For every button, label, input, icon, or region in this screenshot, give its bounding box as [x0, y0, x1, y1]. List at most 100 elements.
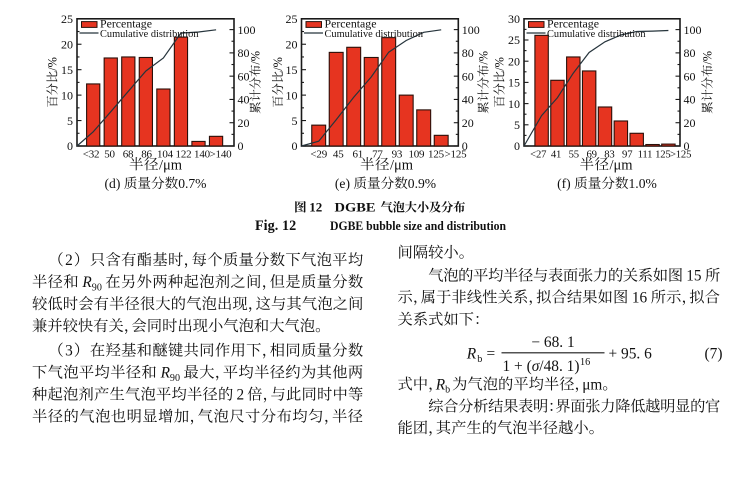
svg-text:80: 80: [684, 46, 696, 60]
svg-text:45: 45: [333, 149, 344, 161]
svg-text:5: 5: [292, 114, 298, 128]
svg-text:/μm: /μm: [390, 157, 414, 173]
svg-text:%: %: [271, 57, 285, 67]
svg-text:/: /: [271, 67, 285, 71]
svg-text:61: 61: [352, 149, 363, 161]
svg-text:16: 16: [632, 289, 648, 306]
svg-text:/: /: [477, 61, 491, 65]
svg-text:55: 55: [569, 149, 579, 161]
svg-text:16: 16: [580, 357, 590, 368]
svg-text:25: 25: [286, 12, 298, 26]
svg-text:12: 12: [309, 200, 322, 215]
svg-text:>140: >140: [210, 149, 233, 161]
svg-text:%: %: [477, 51, 491, 61]
svg-text:2: 2: [65, 252, 73, 269]
svg-text:(f): (f): [557, 176, 571, 192]
svg-text:125: 125: [428, 149, 445, 161]
svg-text:σ: σ: [532, 358, 541, 375]
svg-text:20: 20: [238, 116, 250, 130]
svg-text:0: 0: [238, 139, 244, 153]
svg-text:20: 20: [508, 54, 520, 68]
svg-text:>125: >125: [445, 149, 468, 161]
svg-text:140: 140: [194, 149, 211, 161]
svg-text:100: 100: [462, 23, 480, 37]
svg-text:2: 2: [237, 387, 245, 404]
svg-text:/μm: /μm: [159, 157, 183, 173]
svg-text:R: R: [466, 345, 477, 362]
svg-text:− 68. 1: − 68. 1: [531, 334, 574, 351]
svg-text:0: 0: [67, 139, 73, 153]
svg-text:%: %: [493, 57, 507, 67]
svg-text:104: 104: [157, 149, 174, 161]
svg-text:30: 30: [508, 12, 520, 26]
svg-text:>125: >125: [670, 149, 691, 161]
svg-text:Percentage: Percentage: [100, 18, 152, 30]
svg-text:%: %: [249, 51, 263, 61]
svg-text:0: 0: [684, 139, 690, 153]
svg-text:DGBE bubble size and distribut: DGBE bubble size and distribution: [330, 218, 507, 233]
svg-text:15: 15: [61, 63, 73, 77]
svg-text:b: b: [477, 354, 482, 365]
svg-text:%: %: [701, 51, 715, 61]
svg-text:40: 40: [684, 93, 696, 107]
svg-text:97: 97: [622, 149, 633, 161]
svg-text:69: 69: [586, 149, 596, 161]
svg-text:Cumulative distribution: Cumulative distribution: [100, 28, 199, 40]
svg-text:μm: μm: [582, 376, 602, 393]
svg-text:+ 95. 6: + 95. 6: [609, 345, 653, 362]
svg-text:1.0%: 1.0%: [629, 176, 657, 191]
svg-text:25: 25: [508, 33, 520, 47]
svg-text:20: 20: [61, 37, 73, 51]
svg-text:122: 122: [176, 149, 192, 161]
svg-text:86: 86: [141, 149, 152, 161]
svg-text:10: 10: [286, 88, 298, 102]
svg-text:93: 93: [392, 149, 403, 161]
svg-text:60: 60: [462, 69, 474, 83]
svg-text:Cumulative distribution: Cumulative distribution: [325, 28, 424, 40]
svg-text:Cumulative distribution: Cumulative distribution: [547, 28, 646, 40]
svg-text:68: 68: [123, 149, 134, 161]
svg-text:/: /: [46, 67, 60, 71]
svg-text:100: 100: [238, 23, 256, 37]
svg-text:90: 90: [170, 373, 180, 384]
svg-text:0.9%: 0.9%: [408, 176, 436, 191]
svg-text:R: R: [435, 376, 446, 393]
svg-text:15: 15: [508, 76, 520, 90]
svg-text:0: 0: [292, 139, 298, 153]
svg-text:<29: <29: [310, 149, 327, 161]
svg-text:0: 0: [462, 139, 468, 153]
svg-text:b: b: [445, 385, 450, 396]
svg-text:41: 41: [551, 149, 561, 161]
svg-text:=: =: [487, 345, 496, 362]
svg-text:(7): (7): [705, 345, 723, 362]
svg-text:83: 83: [604, 149, 614, 161]
svg-text:15: 15: [286, 63, 298, 77]
svg-text:/: /: [701, 61, 715, 65]
svg-text:80: 80: [238, 46, 250, 60]
svg-text:10: 10: [508, 97, 520, 111]
svg-text:5: 5: [514, 118, 520, 132]
svg-text:109: 109: [408, 149, 425, 161]
svg-text:%: %: [46, 57, 60, 67]
svg-text:60: 60: [238, 69, 250, 83]
svg-text:25: 25: [61, 12, 73, 26]
svg-text:40: 40: [462, 93, 474, 107]
svg-text:Percentage: Percentage: [547, 18, 599, 30]
svg-text:80: 80: [462, 46, 474, 60]
svg-text:Fig.: Fig.: [255, 218, 278, 234]
svg-text:20: 20: [286, 37, 298, 51]
svg-text:<27: <27: [530, 149, 547, 161]
svg-text:/: /: [493, 67, 507, 71]
svg-text:40: 40: [238, 93, 250, 107]
svg-text:90: 90: [92, 282, 102, 293]
svg-text:100: 100: [684, 23, 702, 37]
svg-text:10: 10: [61, 88, 73, 102]
svg-text:R: R: [160, 365, 171, 382]
svg-text:50: 50: [104, 149, 115, 161]
svg-text:DGBE: DGBE: [335, 200, 376, 215]
svg-text:111: 111: [638, 149, 653, 161]
svg-text:R: R: [81, 274, 92, 291]
svg-text:/48. 1): /48. 1): [539, 358, 579, 375]
svg-text:20: 20: [684, 116, 696, 130]
svg-text:20: 20: [462, 116, 474, 130]
